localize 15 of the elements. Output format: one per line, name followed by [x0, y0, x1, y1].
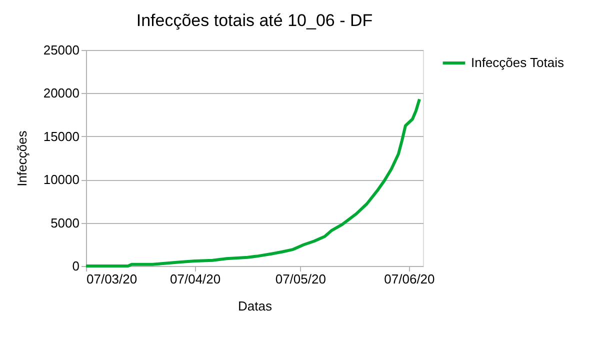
y-tick-label: 5000 [50, 215, 80, 230]
y-tick-label: 10000 [43, 172, 80, 188]
y-tick-label: 15000 [43, 128, 80, 144]
y-axis-title: Infecções [14, 130, 30, 186]
y-tick-label: 0 [72, 258, 80, 274]
legend-label: Infecções Totais [471, 55, 564, 70]
x-tick-label: 07/03/20 [86, 272, 138, 286]
x-tick-label: 07/05/20 [275, 272, 326, 286]
y-tick-label: 20000 [43, 86, 80, 101]
y-tick-label: 25000 [43, 42, 80, 58]
chart-title: Infecções totais até 10_06 - DF [136, 11, 373, 30]
line-series [84, 98, 421, 268]
x-axis-title: Datas [238, 298, 272, 314]
x-tick-label: 07/06/20 [384, 272, 435, 286]
x-tick-label: 07/04/20 [170, 272, 221, 286]
